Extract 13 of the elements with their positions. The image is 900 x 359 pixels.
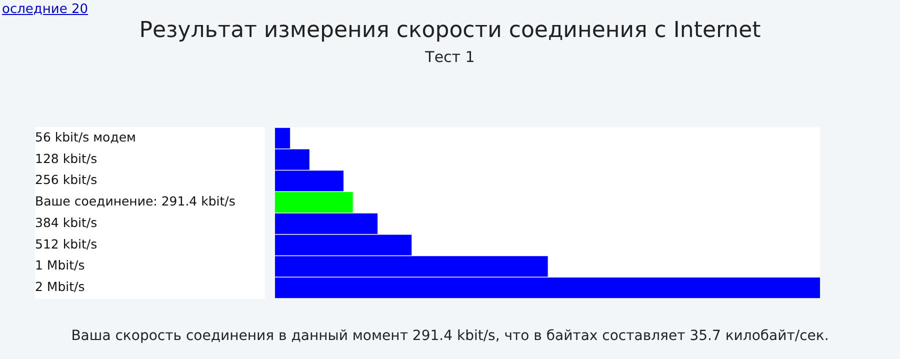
text: оследние 20 xyxy=(2,2,88,17)
y-tick-label: 512 kbit/s xyxy=(35,236,98,252)
y-tick-label: 56 kbit/s модем xyxy=(35,129,136,144)
y-tick-label: 1 Mbit/s xyxy=(35,258,85,273)
y-tick-label: 2 Mbit/s xyxy=(35,279,85,294)
chart-title: Результат измерения скорости соединения с Internet xyxy=(138,18,762,43)
bar xyxy=(275,192,353,213)
y-tick-label: 384 kbit/s xyxy=(35,214,98,230)
chart-subtitle: Тест 1 xyxy=(424,48,476,66)
text: Ваша скорость соединения в данный момент 291.4 kbit/s, что в байтах составляет 35.7 килобайт/сек. xyxy=(70,328,830,344)
y-tick-label: 128 kbit/s xyxy=(35,150,98,166)
y-tick-label: Ваше соединение: 291.4 kbit/s xyxy=(35,194,236,209)
y-tick-label: 256 kbit/s xyxy=(35,172,98,188)
